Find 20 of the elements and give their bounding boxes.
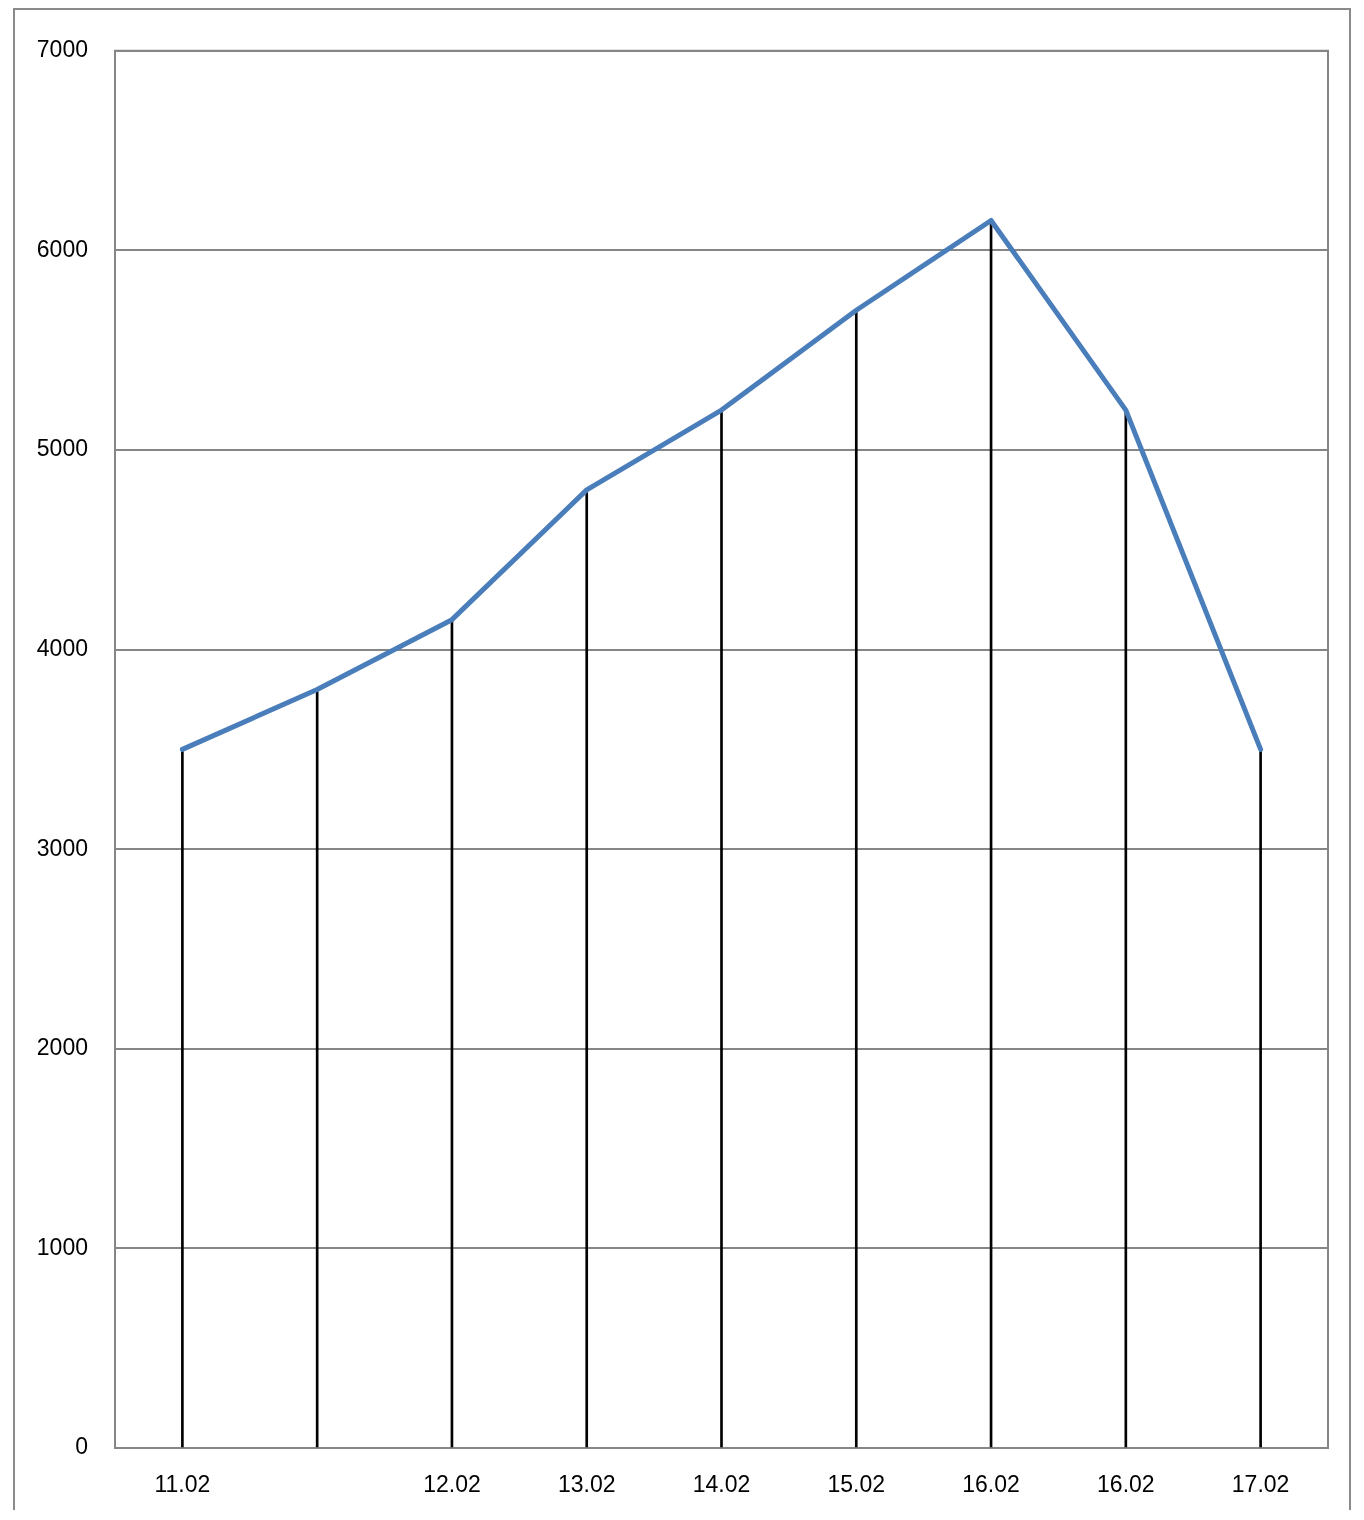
y-tick-label: 5000 bbox=[36, 435, 88, 462]
x-tick-label: 17.02 bbox=[1231, 1471, 1290, 1498]
x-tick-label: 15.02 bbox=[827, 1471, 886, 1498]
x-tick-label: 13.02 bbox=[557, 1471, 616, 1498]
bar bbox=[854, 309, 858, 1448]
y-tick-label: 1000 bbox=[36, 1233, 88, 1260]
x-tick-label: 14.02 bbox=[692, 1471, 751, 1498]
bar bbox=[1259, 749, 1262, 1448]
bar bbox=[181, 749, 184, 1448]
x-tick-label: 12.02 bbox=[423, 1471, 481, 1498]
x-tick-label: 16.02 bbox=[1097, 1471, 1155, 1498]
x-tick-label: 16.02 bbox=[962, 1471, 1020, 1498]
y-tick-label: 2000 bbox=[36, 1034, 88, 1061]
y-tick-label: 4000 bbox=[36, 634, 88, 661]
y-tick-label: 3000 bbox=[36, 834, 88, 861]
y-tick-label: 6000 bbox=[36, 235, 88, 262]
y-tick-label: 7000 bbox=[36, 36, 88, 63]
y-tick-label: 0 bbox=[75, 1433, 88, 1460]
bar bbox=[720, 409, 723, 1448]
x-tick-label: 11.02 bbox=[154, 1471, 211, 1498]
